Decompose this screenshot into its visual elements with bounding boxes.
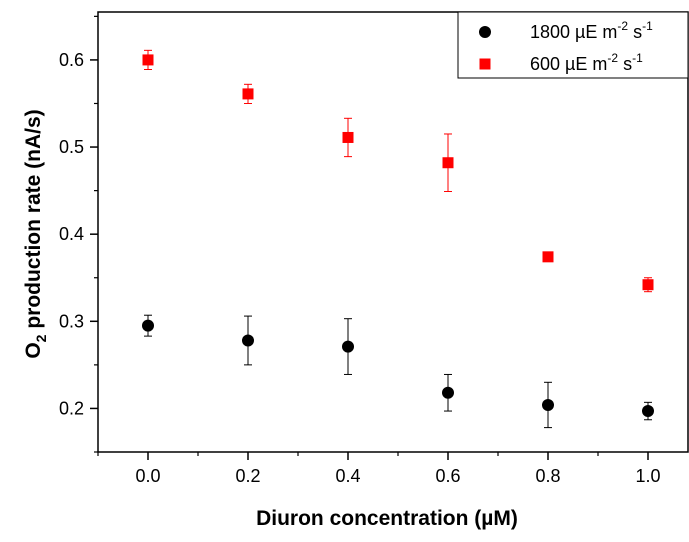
x-tick-label: 0.8 (535, 466, 560, 486)
data-point-circle (142, 319, 154, 332)
series-layer (142, 49, 654, 429)
y-axis-title: O2 production rate (nA/s) (22, 109, 49, 358)
x-tick-label: 0.4 (335, 466, 360, 486)
legend-label-1800: 1800 µE m-2 s-1 (530, 19, 653, 42)
legend-label-600-exp1: -2 (607, 51, 618, 65)
legend: 1800 µE m-2 s-1 600 µE m-2 s-1 (457, 11, 689, 79)
data-point-square (342, 131, 354, 143)
legend-label-1800-exp1: -2 (617, 19, 628, 33)
y-tick-label: 0.6 (59, 50, 84, 70)
y-axis-title-rest: production rate (nA/s) (22, 109, 45, 334)
legend-label-600-exp2: -1 (632, 51, 643, 65)
legend-box (457, 11, 689, 79)
data-point-circle (542, 398, 554, 411)
y-tick-label: 0.2 (59, 398, 84, 418)
ticks-layer: 0.0 0.2 0.4 0.6 0.8 1.0 0.2 0.3 0.4 0.5 0.6 (59, 15, 661, 486)
data-point-square (442, 157, 454, 169)
y-tick-label: 0.3 (59, 311, 84, 331)
data-point-circle (342, 340, 354, 353)
y-tick-label: 0.5 (59, 137, 84, 157)
data-point-circle (242, 334, 254, 347)
legend-label-600-mid: s (618, 54, 632, 74)
data-point-circle (442, 386, 454, 399)
x-tick-label: 0.6 (435, 466, 460, 486)
plot-frame (97, 11, 689, 453)
x-tick-label: 0.0 (135, 466, 160, 486)
legend-label-1800-mid: s (628, 22, 642, 42)
data-point-square (142, 54, 154, 66)
legend-label-600-base: 600 µE m (530, 54, 607, 74)
legend-label-600: 600 µE m-2 s-1 (530, 51, 643, 74)
legend-label-1800-base: 1800 µE m (530, 22, 617, 42)
y-axis-title-subscript: 2 (33, 334, 49, 342)
legend-marker-circle (479, 26, 491, 38)
data-point-square (242, 88, 254, 100)
x-axis-title: Diuron concentration (µM) (256, 507, 518, 530)
x-tick-label: 1.0 (635, 466, 660, 486)
y-axis-title-main: O (22, 342, 45, 358)
series-square (142, 49, 654, 293)
legend-label-1800-exp2: -1 (642, 19, 653, 33)
legend-marker-square (479, 58, 491, 70)
x-tick-label: 0.2 (235, 466, 260, 486)
series-circle (142, 314, 654, 429)
data-point-square (642, 279, 654, 291)
data-point-circle (642, 405, 654, 418)
y-tick-label: 0.4 (59, 224, 84, 244)
data-point-square (542, 251, 554, 263)
